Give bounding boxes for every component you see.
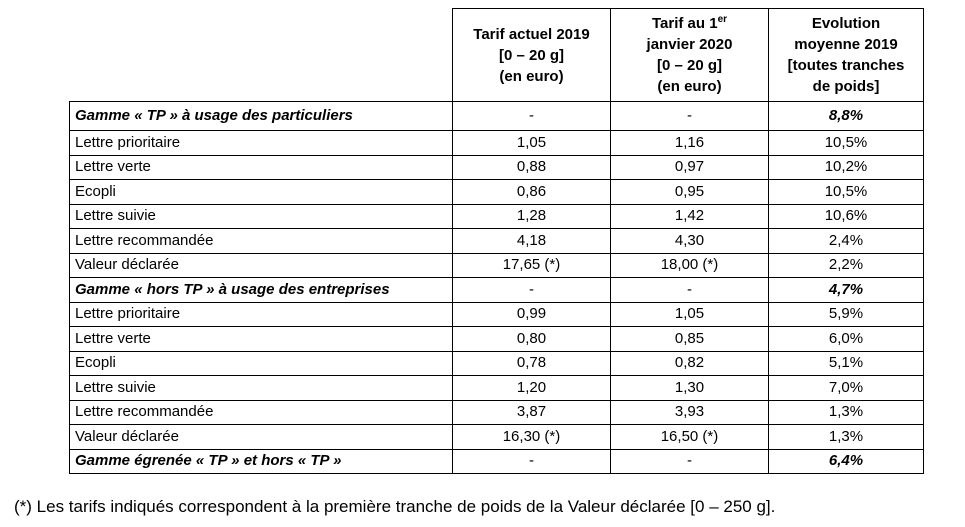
cell-tarif-2019: 0,78 bbox=[452, 350, 611, 376]
cell-evolution: 6,4% bbox=[768, 448, 924, 474]
cell-evolution: 6,0% bbox=[768, 326, 924, 352]
table-row: Lettre prioritaire 1,05 1,16 10,5% bbox=[69, 130, 924, 156]
cell-evolution: 10,2% bbox=[768, 154, 924, 180]
cell-tarif-2020: 1,16 bbox=[610, 130, 769, 156]
row-label: Lettre prioritaire bbox=[69, 130, 453, 156]
cell-tarif-2019: 0,80 bbox=[452, 326, 611, 352]
cell-evolution: 10,6% bbox=[768, 203, 924, 229]
table-group-row: Gamme égrenée « TP » et hors « TP » - -6,4… bbox=[69, 448, 924, 474]
cell-tarif-2019: 0,86 bbox=[452, 179, 611, 205]
cell-tarif-2019: 0,88 bbox=[452, 154, 611, 180]
cell-tarif-2019: 3,87 bbox=[452, 399, 611, 425]
table-row: Valeur déclarée 16,30 (*) 16,50 (*) 1,3% bbox=[69, 424, 924, 450]
cell-tarif-2019: - bbox=[452, 448, 611, 474]
cell-evolution: 8,8% bbox=[768, 101, 924, 131]
header-line: [toutes tranches bbox=[787, 57, 905, 74]
cell-tarif-2019: 4,18 bbox=[452, 228, 611, 254]
table-row: Lettre verte 0,80 0,85 6,0% bbox=[69, 326, 924, 352]
row-label: Ecopli bbox=[69, 350, 453, 376]
table-group-row: Gamme « TP » à usage des particuliers - -8… bbox=[69, 101, 924, 131]
table-row: Lettre recommandée 3,87 3,93 1,3% bbox=[69, 399, 924, 425]
cell-evolution: 10,5% bbox=[768, 179, 924, 205]
header-line: Tarif au 1er bbox=[616, 13, 763, 34]
cell-evolution: 5,1% bbox=[768, 350, 924, 376]
header-evolution: Evolution moyenne 2019 [toutes tranches … bbox=[768, 8, 924, 102]
cell-tarif-2020: 1,42 bbox=[610, 203, 769, 229]
cell-tarif-2020: 16,50 (*) bbox=[610, 424, 769, 450]
row-label: Lettre recommandée bbox=[69, 399, 453, 425]
row-label: Lettre suivie bbox=[69, 203, 453, 229]
header-line: (en euro) bbox=[657, 78, 722, 95]
cell-tarif-2020: - bbox=[610, 101, 769, 131]
table-row: Valeur déclarée 17,65 (*) 18,00 (*) 2,2% bbox=[69, 252, 924, 278]
header-line: janvier 2020 bbox=[646, 36, 733, 53]
cell-tarif-2020: 18,00 (*) bbox=[610, 252, 769, 278]
header-line: Evolution bbox=[811, 15, 881, 32]
row-label: Gamme « hors TP » à usage des entreprise… bbox=[69, 277, 453, 303]
cell-tarif-2020: 1,30 bbox=[610, 375, 769, 401]
cell-tarif-2019: 1,05 bbox=[452, 130, 611, 156]
cell-evolution: 5,9% bbox=[768, 301, 924, 327]
cell-evolution: 7,0% bbox=[768, 375, 924, 401]
header-line: de poids] bbox=[812, 78, 880, 95]
cell-evolution: 2,4% bbox=[768, 228, 924, 254]
table-row: Lettre suivie 1,20 1,30 7,0% bbox=[69, 375, 924, 401]
header-text: Tarif au 1 bbox=[651, 15, 718, 32]
header-blank-cell bbox=[69, 8, 453, 102]
cell-tarif-2019: 16,30 (*) bbox=[452, 424, 611, 450]
cell-tarif-2019: 0,99 bbox=[452, 301, 611, 327]
row-label: Lettre prioritaire bbox=[69, 301, 453, 327]
cell-tarif-2020: 1,05 bbox=[610, 301, 769, 327]
row-label: Valeur déclarée bbox=[69, 424, 453, 450]
header-superscript: er bbox=[717, 14, 728, 25]
table-row: Lettre verte 0,88 0,97 10,2% bbox=[69, 154, 924, 180]
table-row: Lettre suivie 1,28 1,42 10,6% bbox=[69, 203, 924, 229]
row-label: Lettre recommandée bbox=[69, 228, 453, 254]
cell-evolution: 2,2% bbox=[768, 252, 924, 278]
cell-tarif-2020: 4,30 bbox=[610, 228, 769, 254]
cell-tarif-2019: - bbox=[452, 277, 611, 303]
cell-evolution: 10,5% bbox=[768, 130, 924, 156]
header-line: [0 – 20 g] bbox=[656, 57, 723, 74]
cell-tarif-2020: 3,93 bbox=[610, 399, 769, 425]
tarifs-table: Tarif actuel 2019 [0 – 20 g] (en euro) T… bbox=[69, 8, 924, 474]
cell-evolution: 1,3% bbox=[768, 399, 924, 425]
cell-tarif-2020: 0,97 bbox=[610, 154, 769, 180]
cell-evolution: 4,7% bbox=[768, 277, 924, 303]
header-tarif-2020: Tarif au 1er janvier 2020 [0 – 20 g] (en… bbox=[610, 8, 769, 102]
cell-tarif-2019: - bbox=[452, 101, 611, 131]
table-row: Lettre recommandée 4,18 4,30 2,4% bbox=[69, 228, 924, 254]
table-group-row: Gamme « hors TP » à usage des entreprise… bbox=[69, 277, 924, 303]
header-line: Tarif actuel 2019 bbox=[473, 25, 590, 43]
row-label: Gamme égrenée « TP » et hors « TP » bbox=[69, 448, 453, 474]
header-line: moyenne 2019 bbox=[794, 36, 898, 53]
row-label: Lettre verte bbox=[69, 326, 453, 352]
cell-tarif-2020: 0,95 bbox=[610, 179, 769, 205]
header-line: [0 – 20 g] bbox=[498, 46, 565, 64]
cell-tarif-2019: 1,28 bbox=[452, 203, 611, 229]
header-tarif-2019: Tarif actuel 2019 [0 – 20 g] (en euro) bbox=[452, 8, 611, 102]
cell-tarif-2019: 1,20 bbox=[452, 375, 611, 401]
cell-tarif-2019: 17,65 (*) bbox=[452, 252, 611, 278]
header-line: (en euro) bbox=[499, 67, 564, 85]
cell-tarif-2020: - bbox=[610, 448, 769, 474]
row-label: Lettre verte bbox=[69, 154, 453, 180]
cell-evolution: 1,3% bbox=[768, 424, 924, 450]
table-header-row: Tarif actuel 2019 [0 – 20 g] (en euro) T… bbox=[69, 8, 924, 102]
row-label: Gamme « TP » à usage des particuliers bbox=[69, 101, 453, 131]
cell-tarif-2020: 0,82 bbox=[610, 350, 769, 376]
footnote: (*) Les tarifs indiqués correspondent à … bbox=[14, 497, 776, 516]
table-row: Lettre prioritaire 0,99 1,05 5,9% bbox=[69, 301, 924, 327]
table-row: Ecopli 0,86 0,95 10,5% bbox=[69, 179, 924, 205]
table-row: Ecopli 0,78 0,82 5,1% bbox=[69, 350, 924, 376]
cell-tarif-2020: - bbox=[610, 277, 769, 303]
row-label: Valeur déclarée bbox=[69, 252, 453, 278]
row-label: Ecopli bbox=[69, 179, 453, 205]
row-label: Lettre suivie bbox=[69, 375, 453, 401]
cell-tarif-2020: 0,85 bbox=[610, 326, 769, 352]
